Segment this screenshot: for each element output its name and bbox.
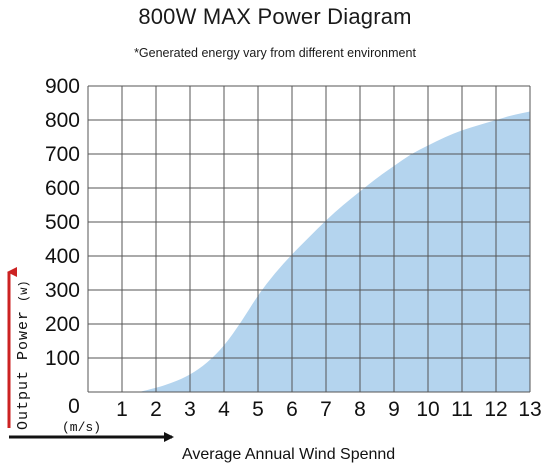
y-tick-label: 500 — [45, 211, 80, 234]
y-tick-labels: 100 200 300 400 500 600 700 800 900 — [45, 75, 80, 370]
y-tick-label: 600 — [45, 177, 80, 200]
x-axis-unit: (m/s) — [62, 420, 101, 435]
y-tick-label: 700 — [45, 143, 80, 166]
y-tick-label: 200 — [45, 313, 80, 336]
x-tick-label: 1 — [116, 398, 128, 421]
x-tick-label: 3 — [184, 398, 196, 421]
x-tick-label: 9 — [388, 398, 400, 421]
y-tick-label: 100 — [45, 347, 80, 370]
x-tick-label: 5 — [252, 398, 264, 421]
y-tick-label: 800 — [45, 109, 80, 132]
power-curve-area — [139, 111, 530, 392]
x-tick-label: 13 — [518, 398, 541, 421]
grid-layer — [87, 85, 531, 393]
x-tick-labels: 0 1 2 3 4 5 6 7 8 9 10 11 12 13 — [68, 395, 542, 421]
x-tick-label: 10 — [416, 398, 439, 421]
x-axis-label: Average Annual Wind Spennd — [182, 446, 395, 463]
y-tick-label: 300 — [45, 279, 80, 302]
x-tick-label: 7 — [320, 398, 332, 421]
x-tick-label: 6 — [286, 398, 298, 421]
y-tick-label: 400 — [45, 245, 80, 268]
y-tick-label: 900 — [45, 75, 80, 98]
x-tick-label: 2 — [150, 398, 162, 421]
y-axis-unit: (w) — [17, 280, 31, 302]
y-axis-label: Output Power — [15, 310, 32, 430]
x-tick-label: 8 — [354, 398, 366, 421]
x-tick-label: 11 — [451, 398, 473, 421]
x-tick-label: 12 — [484, 398, 507, 421]
x-tick-label: 4 — [218, 398, 230, 421]
x-tick-label: 0 — [68, 395, 80, 418]
chart-title: 800W MAX Power Diagram — [138, 4, 412, 29]
chart-subtitle: *Generated energy vary from different en… — [134, 46, 416, 60]
area-layer — [139, 111, 530, 392]
